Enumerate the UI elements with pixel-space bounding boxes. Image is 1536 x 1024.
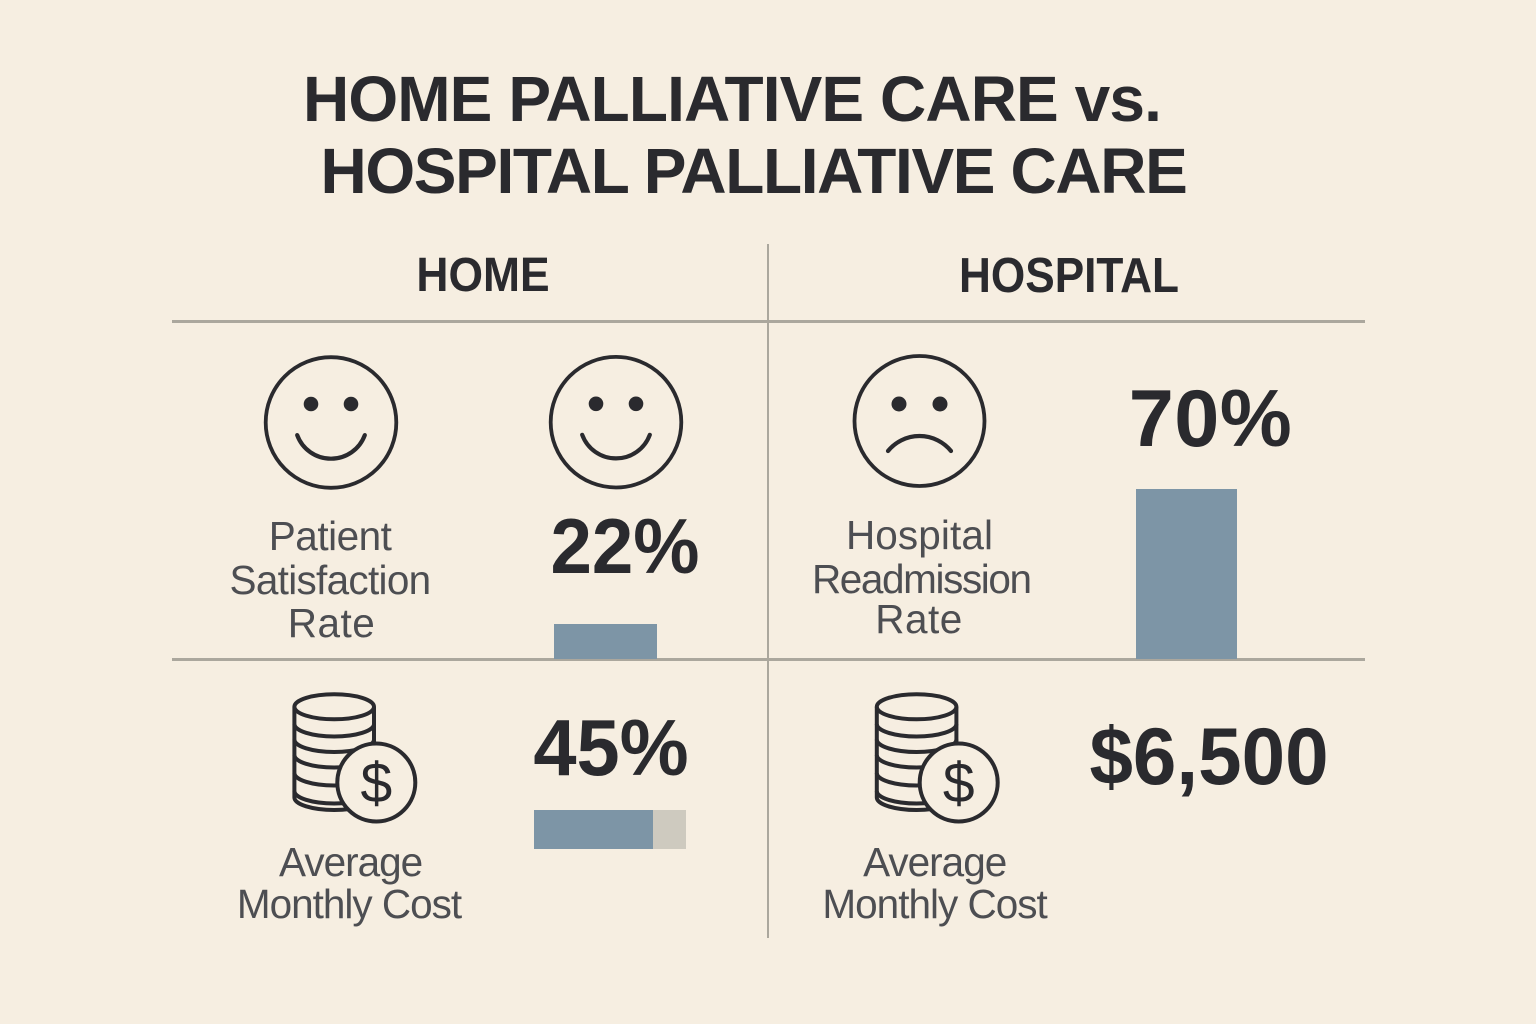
svg-text:$: $	[360, 752, 392, 816]
svg-text:$: $	[943, 752, 975, 816]
